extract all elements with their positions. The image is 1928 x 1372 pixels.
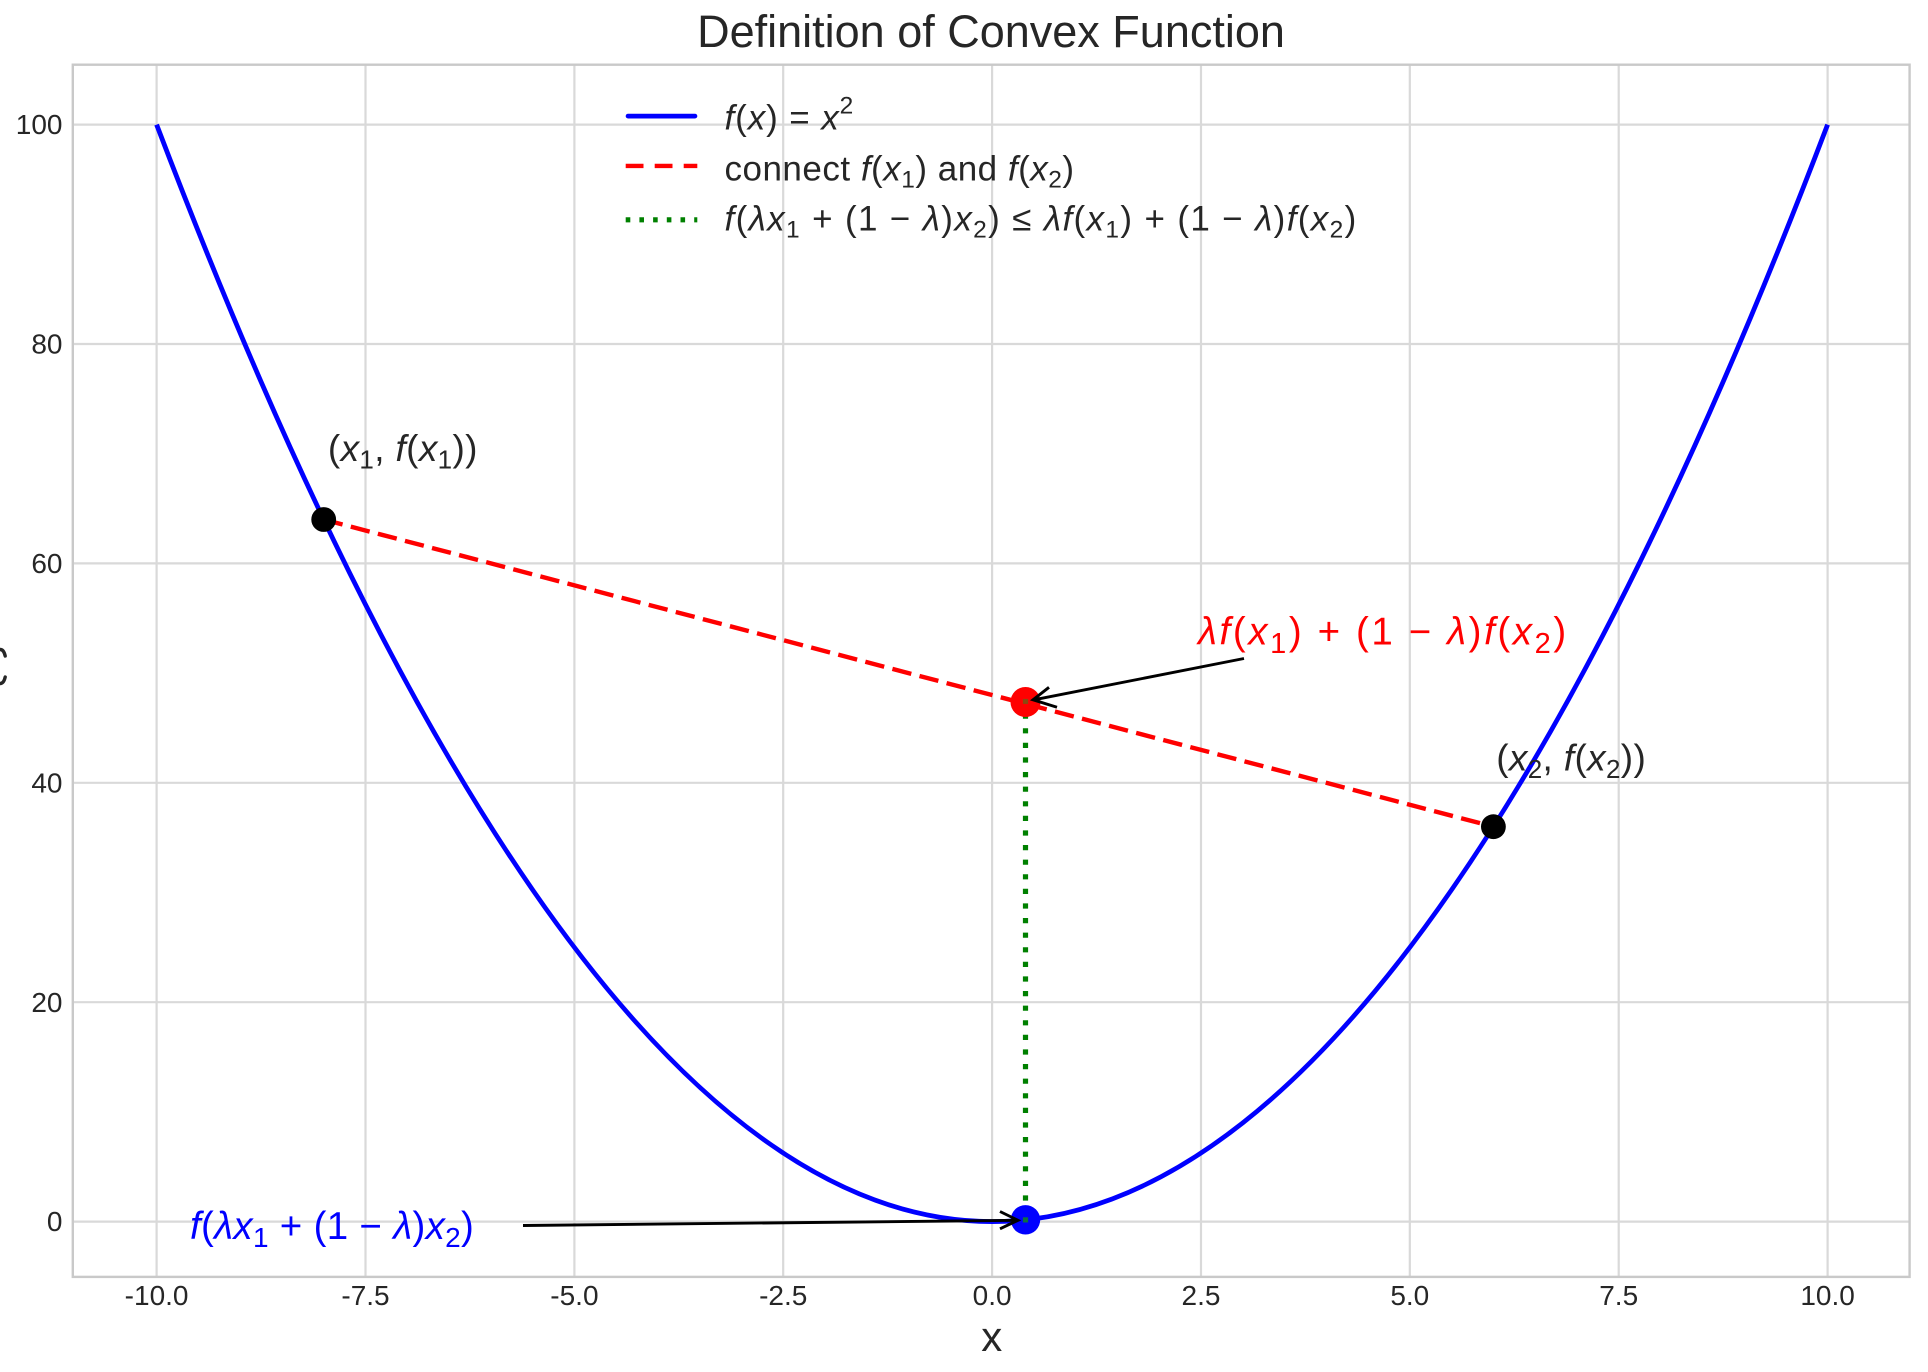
svg-text:f(λx1 + (1 − λ)x2): f(λx1 + (1 − λ)x2) (190, 1205, 474, 1253)
svg-text:-10.0: -10.0 (125, 1280, 189, 1311)
svg-text:λf(x1) + (1 − λ)f(x2): λf(x1) + (1 − λ)f(x2) (1196, 611, 1569, 660)
svg-text:20: 20 (31, 987, 62, 1018)
svg-text:connect f(x1) and f(x2): connect f(x1) and f(x2) (725, 150, 1075, 194)
svg-text:-2.5: -2.5 (759, 1280, 807, 1311)
svg-text:40: 40 (31, 767, 62, 798)
svg-text:(x2, f(x2)): (x2, f(x2)) (1496, 738, 1646, 784)
svg-text:-5.0: -5.0 (550, 1280, 598, 1311)
svg-text:60: 60 (31, 548, 62, 579)
svg-text:Definition of Convex Function: Definition of Convex Function (697, 6, 1285, 57)
svg-text:(x1, f(x1)): (x1, f(x1)) (328, 428, 478, 474)
svg-text:10.0: 10.0 (1800, 1280, 1855, 1311)
svg-text:5.0: 5.0 (1390, 1280, 1429, 1311)
svg-text:2.5: 2.5 (1182, 1280, 1221, 1311)
svg-text:7.5: 7.5 (1599, 1280, 1638, 1311)
svg-text:0: 0 (47, 1206, 63, 1237)
svg-text:80: 80 (31, 329, 62, 360)
svg-text:100: 100 (16, 109, 63, 140)
svg-text:f(x) = x2: f(x) = x2 (725, 92, 855, 137)
svg-text:x: x (981, 1313, 1002, 1360)
svg-text:f(λx1 + (1 − λ)x2) ≤ λf(x1) +: f(λx1 + (1 − λ)x2) ≤ λf(x1) + (1 − λ)f(x… (725, 200, 1358, 244)
svg-text:0.0: 0.0 (973, 1280, 1012, 1311)
svg-text:-7.5: -7.5 (341, 1280, 389, 1311)
